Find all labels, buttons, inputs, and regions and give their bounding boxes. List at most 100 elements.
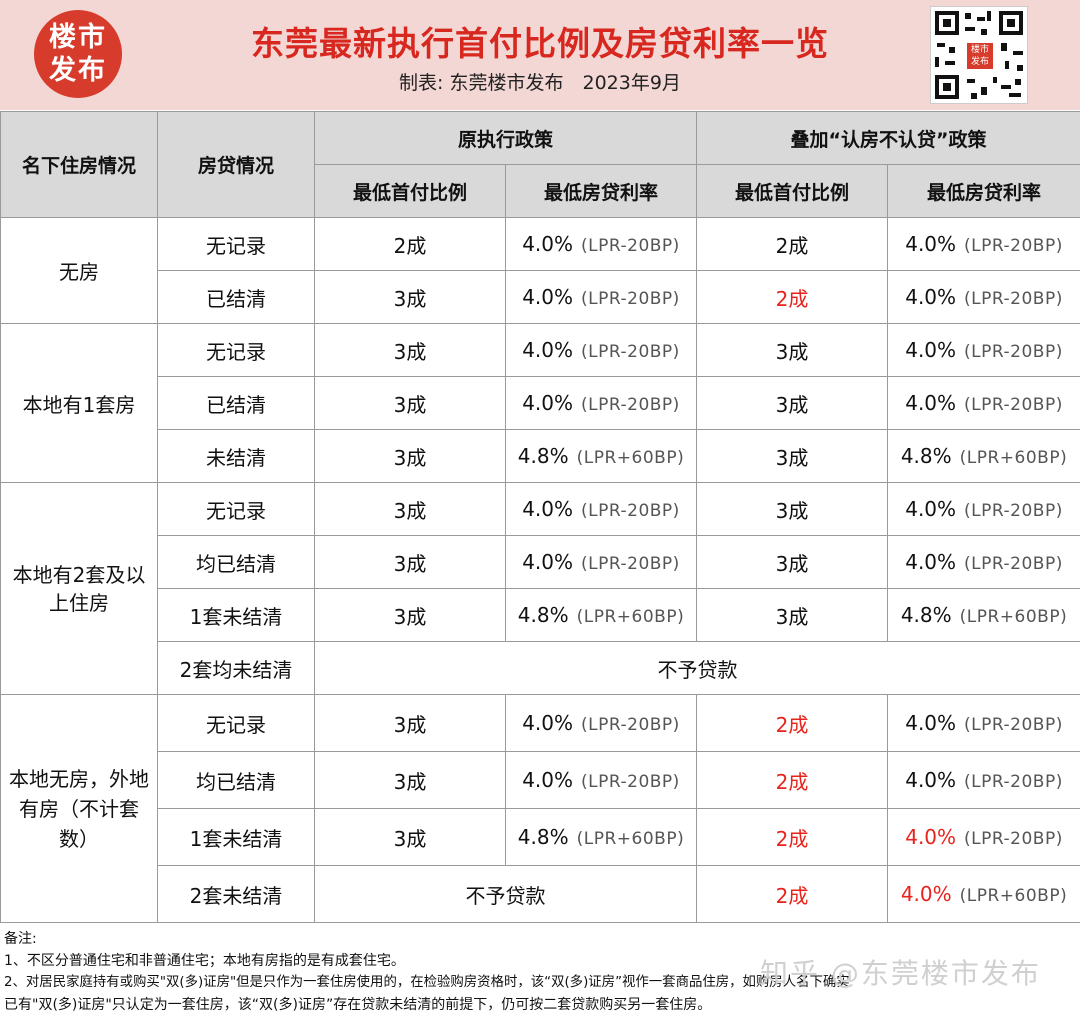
rate-lpr: (LPR-20BP) [964, 501, 1063, 521]
orig-rate-cell: 4.8% (LPR+60BP) [504, 808, 698, 866]
rate-lpr: (LPR-20BP) [964, 342, 1063, 362]
qr-badge-line2: 发布 [970, 57, 989, 67]
rate-value: 4.0% [522, 232, 574, 256]
rate-value: 4.0% [905, 711, 957, 735]
rate-value: 4.0% [522, 768, 574, 792]
rate-value: 4.8% [517, 444, 569, 468]
rate-lpr: (LPR-20BP) [581, 342, 680, 362]
rate-value: 4.0% [905, 285, 957, 309]
header-original-policy: 原执行政策 [313, 111, 698, 165]
orig-rate-cell: 4.0% (LPR-20BP) [504, 270, 698, 324]
rate-value: 4.0% [905, 391, 957, 415]
rate-value: 4.8% [900, 444, 952, 468]
new-down-cell: 2成 [696, 694, 889, 752]
rate-value: 4.0% [522, 711, 574, 735]
new-rate-cell: 4.0% (LPR+60BP) [887, 865, 1080, 923]
rate-lpr: (LPR-20BP) [964, 395, 1063, 415]
rate-lpr: (LPR-20BP) [581, 772, 680, 792]
new-rate-cell: 4.0% (LPR-20BP) [887, 535, 1080, 589]
new-rate-cell: 4.8% (LPR+60BP) [887, 429, 1080, 483]
loan-status-cell: 无记录 [157, 694, 315, 752]
new-down-cell: 2成 [696, 865, 889, 923]
qr-badge: 楼市 发布 [965, 41, 995, 71]
header-loan-status: 房贷情况 [157, 111, 315, 218]
rate-lpr: (LPR-20BP) [581, 501, 680, 521]
rate-lpr: (LPR+60BP) [959, 448, 1068, 468]
rate-lpr: (LPR-20BP) [964, 772, 1063, 792]
new-down-cell: 3成 [696, 482, 889, 536]
orig-down-cell: 2成 [314, 217, 506, 271]
loan-status-cell: 未结清 [157, 429, 315, 483]
rate-value: 4.0% [900, 882, 952, 906]
logo-line2: 发布 [49, 55, 107, 86]
rate-lpr: (LPR-20BP) [964, 289, 1063, 309]
new-down-cell: 3成 [696, 376, 889, 430]
policy-table: 名下住房情况 房贷情况 原执行政策 叠加“认房不认贷”政策 最低首付比例 最低房… [0, 111, 1080, 923]
rate-lpr: (LPR-20BP) [964, 829, 1063, 849]
header-orig-rate: 最低房贷利率 [504, 164, 698, 218]
header-house-status: 名下住房情况 [0, 111, 158, 218]
rate-lpr: (LPR-20BP) [964, 236, 1063, 256]
no-loan-cell: 不予贷款 [313, 641, 1080, 695]
logo-line1: 楼市 [49, 22, 107, 53]
rate-value: 4.8% [517, 603, 569, 627]
no-loan-cell: 不予贷款 [313, 865, 698, 923]
rate-lpr: (LPR-20BP) [964, 554, 1063, 574]
rate-lpr: (LPR+60BP) [576, 607, 685, 627]
rate-value: 4.0% [522, 391, 574, 415]
new-rate-cell: 4.0% (LPR-20BP) [887, 270, 1080, 324]
new-down-cell: 3成 [696, 535, 889, 589]
orig-down-cell: 3成 [314, 535, 506, 589]
orig-down-cell: 3成 [314, 429, 506, 483]
rate-lpr: (LPR-20BP) [964, 715, 1063, 735]
rate-lpr: (LPR-20BP) [581, 395, 680, 415]
rate-lpr: (LPR+60BP) [576, 448, 685, 468]
orig-rate-cell: 4.0% (LPR-20BP) [504, 482, 698, 536]
orig-down-cell: 3成 [314, 482, 506, 536]
new-rate-cell: 4.0% (LPR-20BP) [887, 376, 1080, 430]
header-orig-down: 最低首付比例 [314, 164, 506, 218]
qr-pattern-icon [935, 11, 1023, 99]
header-banner: 楼市 发布 东莞最新执行首付比例及房贷利率一览 制表: 东莞楼市发布 2023年… [0, 0, 1080, 110]
rate-lpr: (LPR+60BP) [959, 886, 1068, 906]
rate-value: 4.0% [522, 338, 574, 362]
orig-down-cell: 3成 [314, 751, 506, 809]
orig-rate-cell: 4.8% (LPR+60BP) [504, 429, 698, 483]
rate-value: 4.0% [522, 497, 574, 521]
orig-down-cell: 3成 [314, 323, 506, 377]
rate-value: 4.8% [900, 603, 952, 627]
rate-lpr: (LPR-20BP) [581, 554, 680, 574]
header-new-policy: 叠加“认房不认贷”政策 [696, 111, 1080, 165]
loan-status-cell: 1套未结清 [157, 588, 315, 642]
loan-status-cell: 无记录 [157, 323, 315, 377]
page-title: 东莞最新执行首付比例及房贷利率一览 [251, 24, 829, 63]
new-down-cell: 2成 [696, 751, 889, 809]
new-down-cell: 3成 [696, 588, 889, 642]
rate-lpr: (LPR+60BP) [576, 829, 685, 849]
qr-badge-line1: 楼市 [970, 45, 989, 55]
new-rate-cell: 4.0% (LPR-20BP) [887, 808, 1080, 866]
notes-heading: 备注: [4, 931, 37, 947]
loan-status-cell: 无记录 [157, 217, 315, 271]
loan-status-cell: 2套未结清 [157, 865, 315, 923]
rate-lpr: (LPR-20BP) [581, 289, 680, 309]
notes-line-3: 已有"双(多)证房"只认定为一套住房，该“双(多)证房”存在贷款未结清的前提下，… [4, 997, 712, 1013]
loan-status-cell: 1套未结清 [157, 808, 315, 866]
loan-status-cell: 2套均未结清 [157, 641, 315, 695]
orig-down-cell: 3成 [314, 808, 506, 866]
loan-status-cell: 无记录 [157, 482, 315, 536]
orig-down-cell: 3成 [314, 376, 506, 430]
orig-rate-cell: 4.0% (LPR-20BP) [504, 694, 698, 752]
page-subtitle: 制表: 东莞楼市发布 2023年9月 [399, 72, 681, 94]
rate-value: 4.0% [905, 338, 957, 362]
loan-status-cell: 均已结清 [157, 535, 315, 589]
notes-line-2: 2、对居民家庭持有或购买"双(多)证房"但是只作为一套住房使用的，在检验购房资格… [4, 975, 850, 990]
rate-value: 4.0% [522, 285, 574, 309]
new-rate-cell: 4.0% (LPR-20BP) [887, 217, 1080, 271]
house-status-cell: 本地有1套房 [0, 323, 158, 483]
new-down-cell: 3成 [696, 429, 889, 483]
qr-code: 楼市 发布 [930, 6, 1028, 104]
house-status-cell: 本地无房，外地有房（不计套数） [0, 694, 158, 923]
orig-rate-cell: 4.8% (LPR+60BP) [504, 588, 698, 642]
new-down-cell: 2成 [696, 270, 889, 324]
